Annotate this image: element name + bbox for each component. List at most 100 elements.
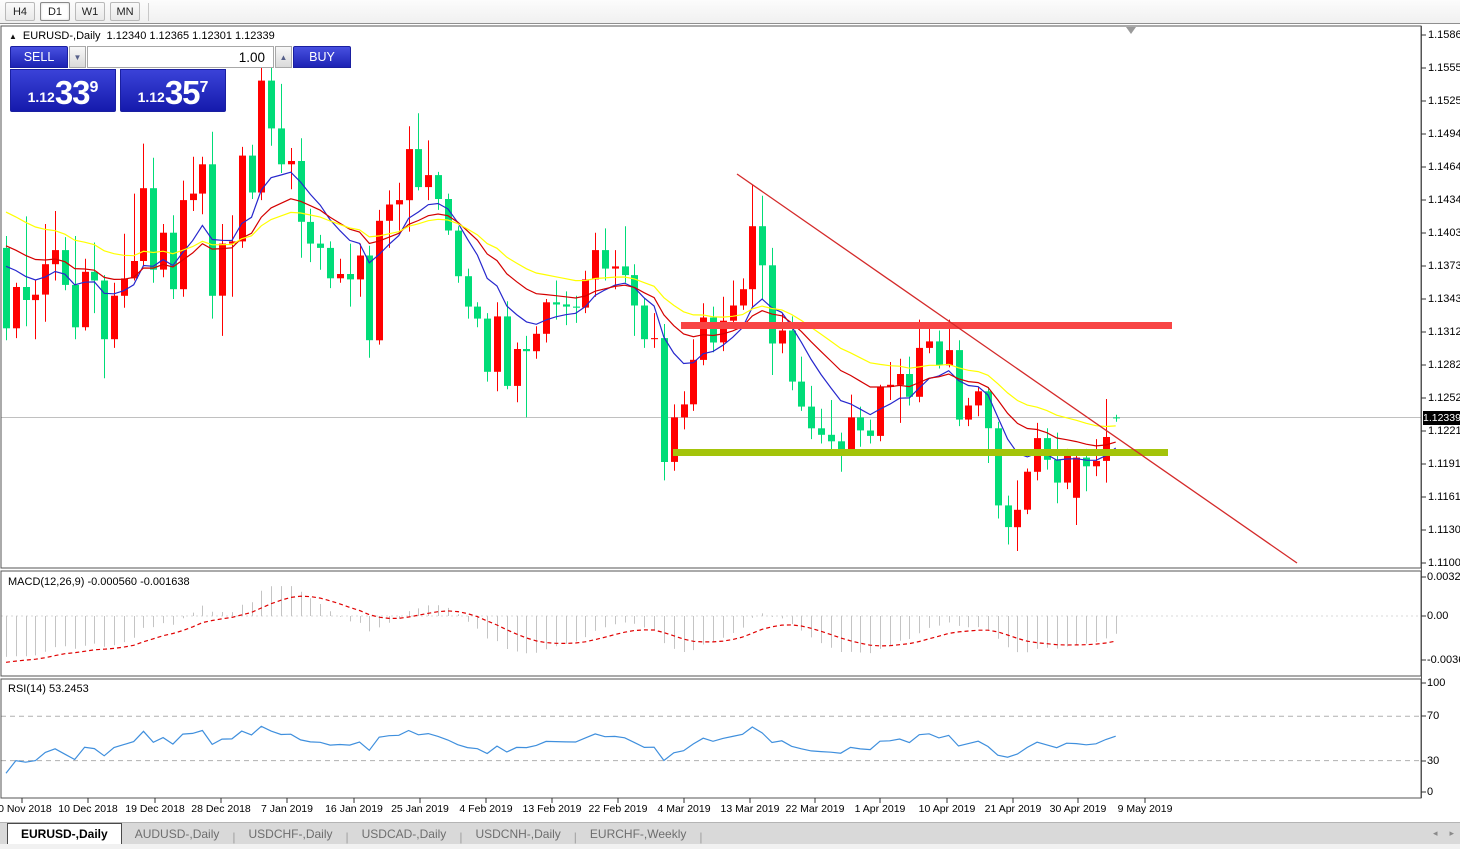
candle-body xyxy=(1024,471,1031,510)
tab-usdchf-daily[interactable]: USDCHF-,Daily xyxy=(248,827,333,841)
candle-body xyxy=(1064,454,1071,483)
candle-body xyxy=(111,295,118,340)
candle-body xyxy=(897,374,904,385)
price-tick-label: 1.11305 xyxy=(1428,524,1460,536)
chart-shift-marker-icon[interactable] xyxy=(1126,27,1136,34)
candle-body xyxy=(857,417,864,431)
chart-title: ▲ EURUSD-,Daily 1.12340 1.12365 1.12301 1.… xyxy=(9,30,275,42)
lot-size-input[interactable] xyxy=(87,46,274,68)
candle-body xyxy=(278,128,285,165)
candle-body xyxy=(121,278,128,296)
macd-signal-line xyxy=(5,595,1116,663)
candle-body xyxy=(504,316,511,386)
candle-body xyxy=(219,243,226,296)
candle-body xyxy=(258,80,265,193)
candle-body xyxy=(13,287,20,329)
buy-price-pip-digit: 7 xyxy=(199,79,209,96)
sell-price-pip-digit: 9 xyxy=(89,79,99,96)
timeframe-button-w1[interactable]: W1 xyxy=(75,2,105,21)
candle-body xyxy=(42,264,49,295)
candle-body xyxy=(180,200,187,290)
resistance-line xyxy=(681,322,1172,329)
candle-body xyxy=(690,359,697,405)
date-tick-label: 28 Dec 2018 xyxy=(191,803,251,815)
candle-body xyxy=(327,247,334,279)
candle-body xyxy=(710,317,717,343)
candle-body xyxy=(563,304,570,307)
candle-body xyxy=(759,226,766,266)
candle-body xyxy=(956,350,963,420)
candle-body xyxy=(425,175,432,188)
tab-scroll-right-button[interactable]: ▸ xyxy=(1449,828,1454,838)
macd-axis-label: -0.003659 xyxy=(1427,654,1460,666)
sell-button[interactable]: SELL xyxy=(10,46,68,68)
timeframe-button-h4[interactable]: H4 xyxy=(5,2,35,21)
candle-body xyxy=(229,241,236,244)
price-tick-label: 1.14035 xyxy=(1428,227,1460,239)
tab-usdcad-daily[interactable]: USDCAD-,Daily xyxy=(361,827,447,841)
candle-body xyxy=(779,330,786,344)
price-tick-label: 1.11610 xyxy=(1428,491,1460,503)
candle-body xyxy=(170,232,177,290)
candle-body xyxy=(818,428,825,435)
tab-separator: | xyxy=(232,830,236,844)
chart-symbol-label: EURUSD-,Daily xyxy=(22,30,101,42)
candle-body xyxy=(789,330,796,382)
date-tick-label: 22 Mar 2019 xyxy=(785,803,845,815)
candle-body xyxy=(1113,417,1120,419)
candle-body xyxy=(985,391,992,429)
candle-body xyxy=(848,417,855,452)
candle-body xyxy=(62,250,69,285)
price-tick-label: 1.15250 xyxy=(1428,95,1460,107)
buy-price-tile[interactable]: 1.12 35 7 xyxy=(120,69,226,112)
sell-price-tile[interactable]: 1.12 33 9 xyxy=(10,69,116,112)
candle-body xyxy=(798,381,805,407)
macd-plot-border xyxy=(0,570,1422,677)
collapse-arrow-icon[interactable]: ▲ xyxy=(9,31,17,41)
candle-body xyxy=(533,333,540,352)
candle-body xyxy=(1103,437,1110,461)
date-tick-label: 4 Mar 2019 xyxy=(657,803,711,815)
candle-body xyxy=(867,430,874,436)
macd-label: MACD(12,26,9) -0.000560 -0.001638 xyxy=(8,576,190,588)
candle-body xyxy=(239,155,246,242)
date-tick-label: 13 Feb 2019 xyxy=(522,803,582,815)
candle-body xyxy=(916,347,923,397)
candle-body xyxy=(543,302,550,334)
buy-button[interactable]: BUY xyxy=(293,46,351,68)
date-tick-label: 4 Feb 2019 xyxy=(459,803,513,815)
candle-body xyxy=(32,294,39,301)
lot-increase-button[interactable]: ▲ xyxy=(275,46,292,68)
tab-usdcnh-daily[interactable]: USDCNH-,Daily xyxy=(475,827,561,841)
tab-scroll-left-button[interactable]: ◂ xyxy=(1432,828,1438,838)
tab-audusd-daily[interactable]: AUDUSD-,Daily xyxy=(134,827,220,841)
candle-body xyxy=(573,306,580,308)
timeframe-button-d1[interactable]: D1 xyxy=(40,2,70,21)
tab-eurusd-daily[interactable]: EURUSD-,Daily xyxy=(7,823,122,844)
candle-body xyxy=(887,384,894,387)
candle-body xyxy=(298,161,305,222)
candle-body xyxy=(101,280,108,340)
candle-body xyxy=(671,417,678,462)
date-tick-label: 19 Dec 2018 xyxy=(125,803,185,815)
candle-body xyxy=(455,230,462,277)
candle-body xyxy=(749,226,756,290)
candle-body xyxy=(720,320,727,343)
candle-body xyxy=(131,261,138,279)
rsi-axis-label: 30 xyxy=(1427,755,1440,767)
candle-body xyxy=(386,204,393,221)
rsi-axis-label: 70 xyxy=(1427,710,1440,722)
price-tick-label: 1.14340 xyxy=(1428,194,1460,206)
price-tick-label: 1.13735 xyxy=(1428,260,1460,272)
candle-body xyxy=(23,287,30,300)
candle-body xyxy=(1073,457,1080,498)
rsi-line xyxy=(5,725,1116,774)
lot-decrease-button[interactable]: ▼ xyxy=(69,46,86,68)
candle-body xyxy=(641,305,648,340)
candle-body xyxy=(140,188,147,261)
tab-eurchf-weekly[interactable]: EURCHF-,Weekly xyxy=(589,827,687,841)
candle-body xyxy=(602,250,609,269)
timeframe-button-mn[interactable]: MN xyxy=(110,2,140,21)
